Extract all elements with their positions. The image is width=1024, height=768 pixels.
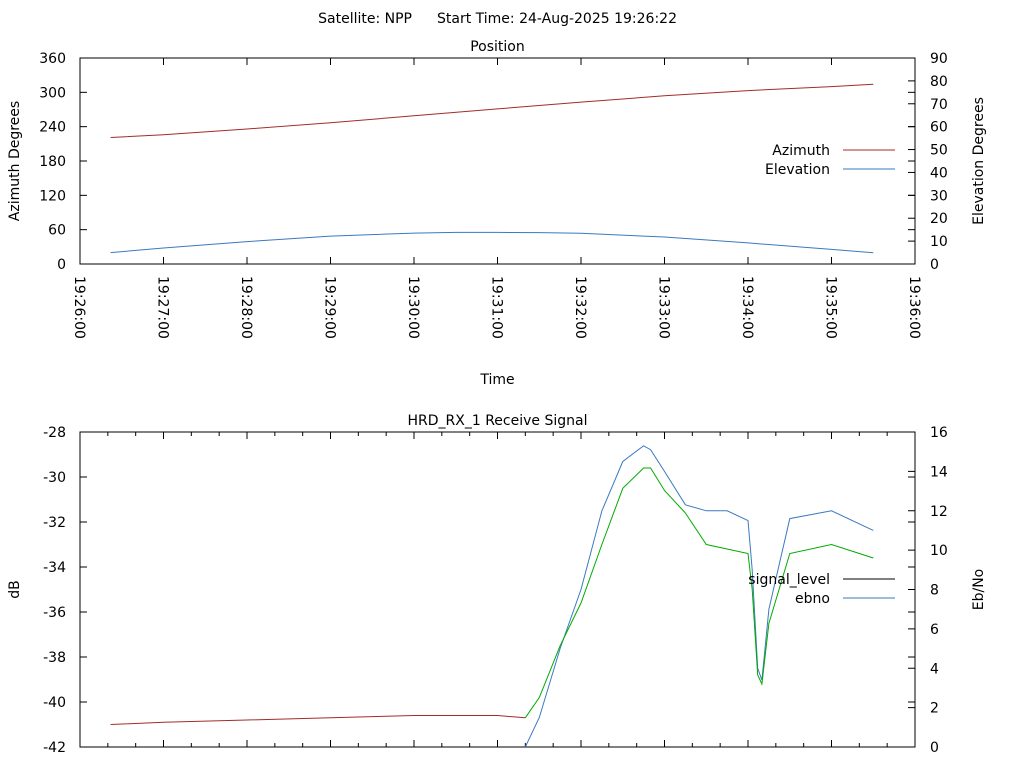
series-group xyxy=(110,445,874,747)
left-tick-label: 180 xyxy=(39,154,66,170)
left-tick-label: -40 xyxy=(43,695,66,711)
right-tick-label: 90 xyxy=(930,51,948,67)
position-chart: Position 0 60 120 180 240 300 360 0 10 20 30 40 50 60 7… xyxy=(7,39,987,388)
right-tick-label: 20 xyxy=(930,211,948,227)
series-line-unnamed-2 xyxy=(110,715,526,725)
left-tick-label: -32 xyxy=(43,515,66,531)
series-line-ebno xyxy=(524,445,874,747)
right-tick-label: 60 xyxy=(930,120,948,136)
left-tick-label: -30 xyxy=(43,470,66,486)
left-tick-label: 240 xyxy=(39,120,66,136)
left-tick-label: 60 xyxy=(48,223,66,239)
right-tick-label: 0 xyxy=(930,257,939,273)
chart-title: HRD_RX_1 Receive Signal xyxy=(408,413,588,429)
legend-label-signal-level: signal_level xyxy=(748,572,830,588)
x-tick-label: 19:34:00 xyxy=(739,276,755,339)
receive-signal-chart: HRD_RX_1 Receive Signal -42 -40 -38 -36 -34 -3… xyxy=(7,413,987,756)
x-tick-label: 19:30:00 xyxy=(405,276,421,339)
y-axis-label: Azimuth Degrees xyxy=(7,101,23,221)
right-tick-label: 30 xyxy=(930,188,948,204)
right-tick-label: 14 xyxy=(930,464,948,480)
plot-frame xyxy=(79,431,916,748)
right-tick-label: 40 xyxy=(930,165,948,181)
left-tick-label: 0 xyxy=(57,257,66,273)
chart-title: Position xyxy=(470,39,525,55)
right-tick-label: 80 xyxy=(930,74,948,90)
y2-axis-label: Eb/No xyxy=(971,569,987,611)
left-tick-label: -28 xyxy=(43,425,66,441)
right-tick-label: 16 xyxy=(930,425,948,441)
y2-axis-label: Elevation Degrees xyxy=(971,97,987,225)
right-tick-label: 8 xyxy=(930,583,939,599)
satellite-label: Satellite: NPP xyxy=(318,11,412,27)
series-line-unnamed-3 xyxy=(524,467,874,719)
legend-label-elevation: Elevation xyxy=(765,162,830,178)
right-tick-label: 12 xyxy=(930,504,948,520)
x-tick-label: 19:29:00 xyxy=(322,276,338,339)
y-axis-label: dB xyxy=(7,580,23,599)
x-tick-label: 19:36:00 xyxy=(906,276,922,339)
right-tick-label: 10 xyxy=(930,234,948,250)
right-tick-label: 50 xyxy=(930,143,948,159)
right-tick-label: 4 xyxy=(930,661,939,677)
series-line-azimuth xyxy=(110,83,874,138)
x-tick-label: 19:26:00 xyxy=(71,276,87,339)
left-tick-label: -42 xyxy=(43,740,66,756)
right-tick-label: 2 xyxy=(930,701,939,717)
left-tick-label: -36 xyxy=(43,605,66,621)
left-tick-label: -38 xyxy=(43,650,66,666)
x-axis-label: Time xyxy=(479,372,514,388)
x-tick-label: 19:33:00 xyxy=(656,276,672,339)
legend-label-ebno: ebno xyxy=(795,591,830,607)
right-tick-label: 70 xyxy=(930,97,948,113)
x-tick-label: 19:31:00 xyxy=(489,276,505,339)
start-time-label: Start Time: 24-Aug-2025 19:26:22 xyxy=(437,11,677,27)
right-tick-label: 10 xyxy=(930,543,948,559)
left-tick-label: 360 xyxy=(39,51,66,67)
left-tick-label: 300 xyxy=(39,85,66,101)
x-tick-label: 19:32:00 xyxy=(572,276,588,339)
right-tick-label: 0 xyxy=(930,740,939,756)
x-tick-label: 19:35:00 xyxy=(823,276,839,339)
left-tick-label: 120 xyxy=(39,188,66,204)
x-tick-label: 19:27:00 xyxy=(155,276,171,339)
series-line-elevation xyxy=(110,231,874,254)
legend-label-azimuth: Azimuth xyxy=(772,143,830,159)
series-group xyxy=(110,83,874,254)
right-tick-label: 6 xyxy=(930,622,939,638)
left-tick-label: -34 xyxy=(43,560,66,576)
x-tick-label: 19:28:00 xyxy=(238,276,254,339)
